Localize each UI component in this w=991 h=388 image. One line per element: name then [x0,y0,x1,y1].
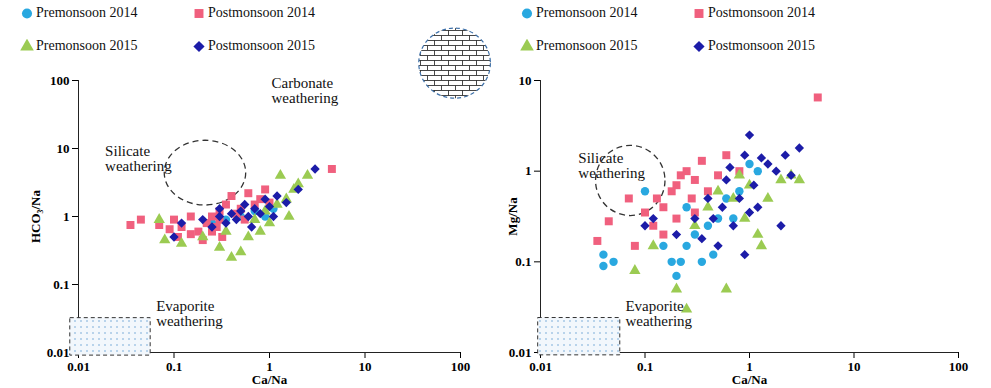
svg-text:HCO₃/Na: HCO₃/Na [28,189,43,243]
svg-text:10: 10 [359,359,372,374]
html-text:Premonsoon 2014: Premonsoon 2014 [536,4,638,20]
svg-text:Evaporiteweathering: Evaporiteweathering [625,298,692,329]
svg-text:Silicateweathering: Silicateweathering [578,150,645,181]
svg-text:0.01: 0.01 [529,359,552,374]
svg-text:100: 100 [949,359,969,374]
svg-text:10: 10 [519,73,532,88]
html-text:Postmonsoon 2014: Postmonsoon 2014 [708,4,815,20]
svg-text:0.01: 0.01 [67,359,90,374]
svg-text:10: 10 [848,359,861,374]
svg-text:Ca/Na: Ca/Na [252,372,288,387]
svg-text:100: 100 [50,73,70,88]
svg-text:1: 1 [266,358,273,374]
svg-text:0.1: 0.1 [637,359,653,374]
svg-text:1: 1 [525,163,532,178]
svg-text:10: 10 [57,141,70,156]
svg-text:1: 1 [746,358,753,374]
svg-text:0.1: 0.1 [53,277,69,292]
html-text:Premonsoon 2015: Premonsoon 2015 [36,37,138,53]
html-text:Postmonsoon 2015: Postmonsoon 2015 [208,37,315,53]
svg-text:0.1: 0.1 [166,359,182,374]
svg-text:0.01: 0.01 [47,345,70,360]
html-text:Postmonsoon 2014: Postmonsoon 2014 [208,4,315,20]
svg-text:Mg/Na: Mg/Na [505,197,520,236]
svg-text:1: 1 [63,209,70,224]
svg-text:Evaporiteweathering: Evaporiteweathering [156,298,223,329]
svg-text:Ca/Na: Ca/Na [732,372,768,387]
html-text:Postmonsoon 2015: Postmonsoon 2015 [708,37,815,53]
html-text:Premonsoon 2015: Premonsoon 2015 [536,37,638,53]
svg-text:0.01: 0.01 [509,345,532,360]
svg-text:Silicateweathering: Silicateweathering [105,143,172,174]
html-text:Premonsoon 2014: Premonsoon 2014 [36,4,138,20]
svg-text:100: 100 [451,359,471,374]
svg-text:0.1: 0.1 [515,254,531,269]
svg-text:Carbonateweathering: Carbonateweathering [272,75,339,106]
